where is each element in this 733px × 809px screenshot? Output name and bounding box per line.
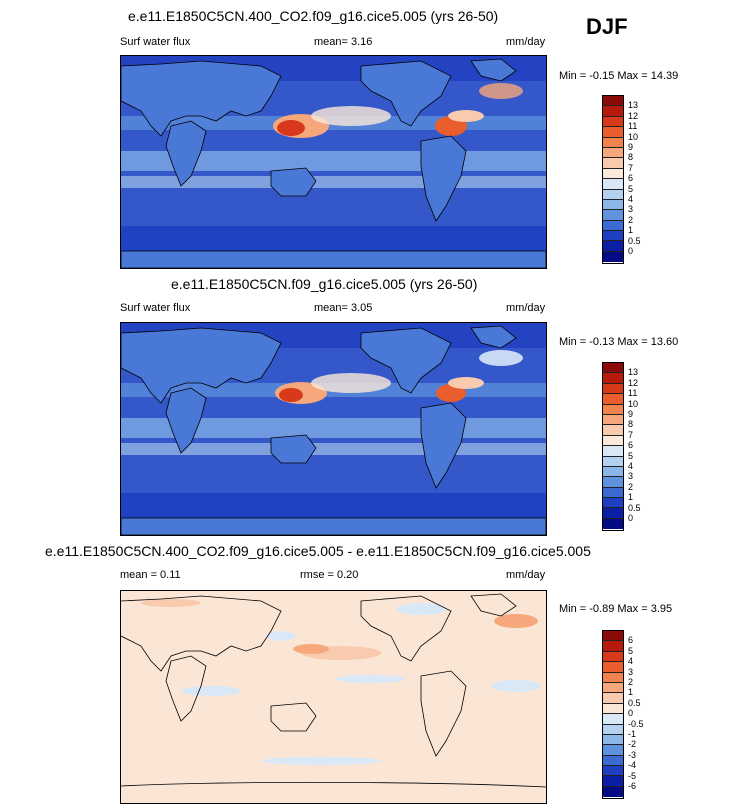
colorbar-tick-label: 3 [628,471,634,482]
panel-3-minmax: Min = -0.89 Max = 3.95 [559,603,673,615]
colorbar-tick-label: 0 [628,513,634,523]
panel-2-colorbar-labels: 13 12 11 10 9 8 7 6 5 4 3 2 1 0.5 0 [628,362,658,529]
colorbar-tick-label: -3 [628,749,637,760]
colorbar-tick-label: 1 [628,492,634,503]
north-atlantic-anomaly [494,614,538,628]
colorbar-tick-label: 6 [628,173,634,184]
panel-2-map-svg [121,323,546,535]
colorbar-tick-label: 13 [628,100,639,111]
colorbar-tick-label: 12 [628,110,639,121]
colorbar-tick-label: 0.5 [628,235,641,246]
colorbar-tick-label: 1 [628,687,634,698]
colorbar-tick-label: -6 [628,781,637,791]
panel-3-colorbar [602,630,624,799]
panel-3-units: mm/day [506,569,546,581]
colorbar-tick-label: 4 [628,194,634,204]
panel-1-minmax: Min = -0.15 Max = 14.39 [559,70,679,82]
panel-1-colorbar-labels: 13 12 11 10 9 8 7 6 5 4 3 2 1 0.5 0 [628,95,658,262]
colorbar-tick-label: 0 [628,246,634,256]
colorbar-tick-label: 11 [628,388,638,399]
colorbar-tick-label: -1 [628,729,637,739]
colorbar-tick-label: 6 [628,635,634,646]
colorbar-tick-label: 4 [628,656,634,667]
panel-2-title: e.e11.E1850C5CN.f09_g16.cice5.005 (yrs 2… [171,276,478,292]
panel-2-mean: mean= 3.05 [314,302,373,314]
panel-1-units: mm/day [506,36,546,48]
panel-3-map-svg [121,591,546,803]
colorbar-tick-label: 8 [628,419,634,430]
continents [121,593,546,788]
panel-3-mean: mean = 0.11 [120,569,181,581]
colorbar-tick-label: -0.5 [628,718,644,729]
colorbar-tick-label: 2 [628,677,634,687]
panel-2-minmax: Min = -0.13 Max = 13.60 [559,336,679,348]
panel-1-colorbar [602,95,624,264]
panel-3-rmse: rmse = 0.20 [300,569,359,581]
panel-2-colorbar [602,362,624,531]
colorbar-tick-label: -4 [628,760,637,771]
colorbar-tick-label: 9 [628,409,634,419]
panel-3-map [120,590,547,804]
colorbar-tick-label: 3 [628,204,634,215]
colorbar-tick-label: -2 [628,739,637,750]
gulf-stream-hotspot [436,384,466,402]
colorbar-tick-label: 10 [628,131,639,142]
colorbar-tick-label: 7 [628,429,634,440]
continents [121,58,546,268]
colorbar-tick-label: 7 [628,162,634,173]
colorbar-tick-label: 2 [628,214,634,225]
panel-2-map [120,322,547,536]
colorbar-tick-label: 2 [628,481,634,492]
colorbar-tick-label: 13 [628,367,639,378]
panel-2-units: mm/day [506,302,546,314]
colorbar-tick-label: 8 [628,152,634,163]
colorbar-tick-label: 4 [628,461,634,471]
colorbar-tick-label: 0.5 [628,502,641,513]
panel-1-map [120,55,547,269]
continents [121,325,546,535]
colorbar-tick-label: 0 [628,708,634,719]
colorbar-tick-label: -5 [628,770,637,781]
panel-1-mean: mean= 3.16 [314,36,373,48]
colorbar-tick-label: 12 [628,377,639,388]
panel-3-colorbar-labels: 6 5 4 3 2 1 0.5 0 -0.5 -1 -2 -3 -4 -5 -6 [628,630,658,797]
colorbar-tick-label: 5 [628,450,634,461]
colorbar-tick-label: 5 [628,645,634,656]
colorbar-tick-label: 5 [628,183,634,194]
panel-3-title: e.e11.E1850C5CN.400_CO2.f09_g16.cice5.00… [45,543,591,559]
colorbar-tick-label: 3 [628,666,634,677]
panel-1-variable-label: Surf water flux [120,36,191,48]
colorbar-tick-label: 1 [628,225,634,236]
season-label: DJF [586,14,628,39]
colorbar-tick-label: 10 [628,398,639,409]
colorbar-tick-label: 11 [628,121,638,132]
panel-1-map-svg [121,56,546,268]
colorbar-tick-label: 9 [628,142,634,152]
colorbar-tick-label: 6 [628,440,634,451]
panel-1-title: e.e11.E1850C5CN.400_CO2.f09_g16.cice5.00… [128,8,499,24]
colorbar-tick-label: 0.5 [628,697,641,708]
panel-2-variable-label: Surf water flux [120,302,191,314]
